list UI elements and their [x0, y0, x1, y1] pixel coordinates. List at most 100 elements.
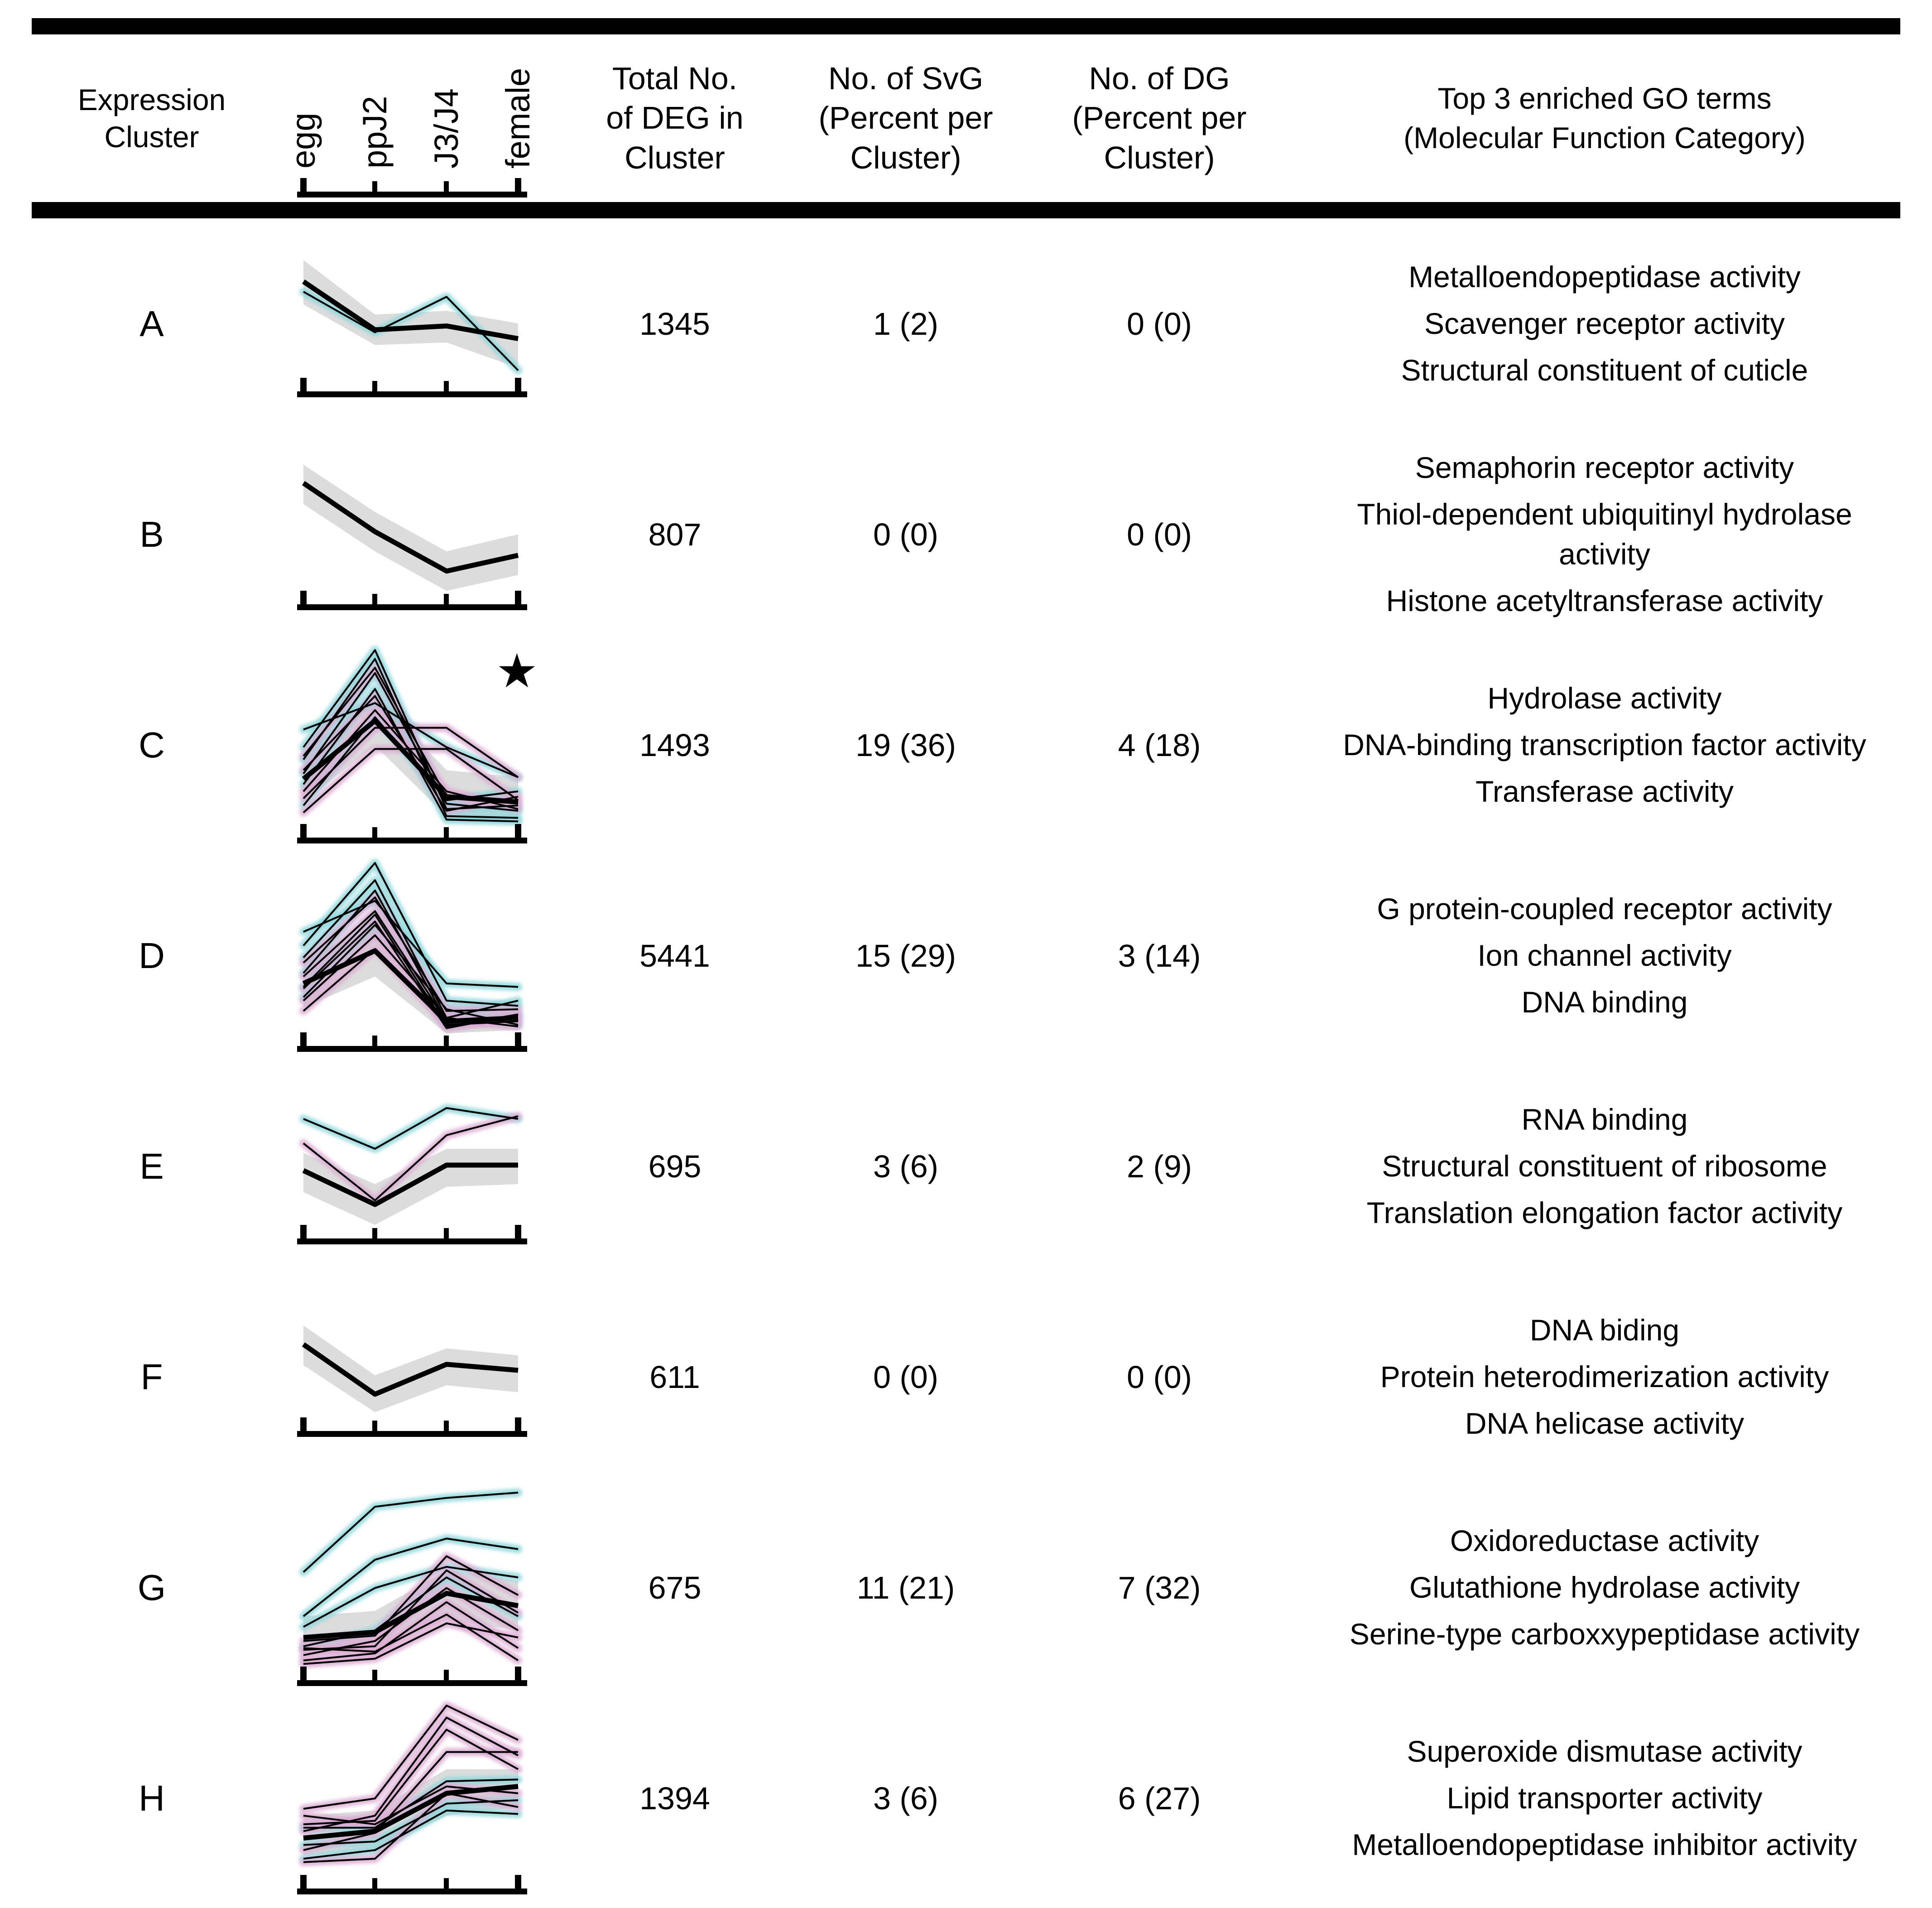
go-term: DNA helicase activity — [1465, 1407, 1745, 1441]
svg-count-value: 1 (2) — [873, 306, 938, 342]
go-term: Scavenger receptor activity — [1424, 306, 1785, 340]
go-term: G protein-coupled receptor activity — [1377, 891, 1832, 925]
svg-count-value: 11 (21) — [856, 1570, 955, 1605]
total-deg-value: 1345 — [639, 306, 710, 342]
svg-count-value: 3 (6) — [873, 1148, 938, 1184]
table-row-H: H 1394 3 (6) 6 (27) Superoxide dismutase… — [0, 1693, 1932, 1903]
go-term: Structural constituent of cuticle — [1401, 353, 1808, 387]
cluster-D-plot — [276, 857, 548, 1055]
cluster-label: H — [139, 1778, 165, 1818]
go-term: DNA-binding transcription factor activit… — [1343, 728, 1866, 761]
go-term: Histone acetyltransferase activity — [1386, 583, 1823, 617]
go-term: Protein heterodimerization activity — [1380, 1359, 1829, 1393]
cluster-G-plot — [276, 1486, 548, 1689]
go-term: Thiol-dependent ubiquitinyl hydrolase ac… — [1357, 497, 1852, 571]
column-header-expression-cluster: Expression Cluster — [77, 82, 226, 154]
stage-label-ppj2: ppJ2 — [356, 96, 394, 169]
table-row-A: A 1345 1 (2) 0 (0) Metalloendopeptidase … — [0, 218, 1932, 429]
cluster-F-line-chart — [263, 1272, 562, 1482]
header-bottom-rule — [32, 202, 1900, 218]
table-row-F: F 611 0 (0) 0 (0) DNA biding Protein het… — [0, 1272, 1932, 1482]
go-terms: RNA binding Structural constituent of ri… — [1277, 1061, 1932, 1272]
table-row-B: B 807 0 (0) 0 (0) Semaphorin receptor ac… — [0, 429, 1932, 640]
svg-count-value: 3 (6) — [873, 1780, 938, 1816]
go-terms: Oxidoreductase activity Glutathione hydr… — [1277, 1482, 1932, 1693]
cluster-B-plot — [276, 456, 548, 613]
go-term: Glutathione hydrolase activity — [1409, 1570, 1800, 1604]
go-term: Semaphorin receptor activity — [1415, 451, 1794, 485]
dg-count-value: 0 (0) — [1127, 1359, 1192, 1395]
go-term: Transferase activity — [1475, 775, 1734, 809]
go-term: Structural constituent of ribosome — [1382, 1149, 1827, 1183]
dg-count-value: 2 (9) — [1127, 1148, 1192, 1184]
table-header-row: Expression Cluster egg ppJ2 J3/J4 female… — [0, 34, 1932, 202]
go-term: Metalloendopeptidase inhibitor activity — [1352, 1828, 1857, 1862]
svg-count-value: 15 (29) — [855, 938, 956, 973]
cluster-H-plot — [276, 1699, 548, 1898]
significance-star-icon: ★ — [495, 645, 538, 698]
go-terms: G protein-coupled receptor activity Ion … — [1277, 850, 1932, 1061]
go-term: Oxidoreductase activity — [1450, 1523, 1759, 1557]
dg-count-value: 7 (32) — [1118, 1570, 1201, 1605]
table-row-D: D 5441 15 (29) 3 (14) G protein-coupled … — [0, 850, 1932, 1061]
top-rule — [32, 18, 1900, 34]
dg-count-value: 0 (0) — [1127, 306, 1192, 342]
go-term: Lipid transporter activity — [1447, 1781, 1763, 1815]
go-term: Superoxide dismutase activity — [1407, 1734, 1802, 1768]
cluster-A-line-chart — [263, 218, 562, 429]
go-term: Hydrolase activity — [1487, 681, 1722, 715]
column-header-svg: No. of SvG (Percent per Cluster) — [818, 60, 993, 175]
cluster-C-line-chart: ★ — [263, 640, 562, 850]
cluster-label: A — [139, 303, 164, 344]
total-deg-value: 675 — [648, 1570, 702, 1605]
column-header-dg: No. of DG (Percent per Cluster) — [1072, 60, 1247, 175]
go-term: Serine-type carboxxypeptidase activity — [1349, 1617, 1860, 1651]
stage-label-j3j4: J3/J4 — [428, 88, 465, 169]
go-term: DNA biding — [1529, 1313, 1680, 1347]
cluster-E-line-chart — [263, 1061, 562, 1272]
dg-count-value: 6 (27) — [1118, 1780, 1201, 1816]
go-term: Ion channel activity — [1477, 938, 1732, 972]
svg-count-value: 0 (0) — [873, 1359, 938, 1395]
cluster-C-plot — [276, 644, 548, 847]
svg-count-value: 19 (36) — [855, 727, 956, 763]
total-deg-value: 1394 — [639, 1780, 710, 1816]
table-body: A 1345 1 (2) 0 (0) Metalloendopeptidase … — [0, 218, 1932, 1903]
go-term: Metalloendopeptidase activity — [1408, 260, 1801, 294]
total-deg-value: 695 — [648, 1148, 702, 1184]
cluster-B-line-chart — [263, 429, 562, 640]
go-terms: Semaphorin receptor activity Thiol-depen… — [1277, 429, 1932, 640]
column-header-go-terms: Top 3 enriched GO terms (Molecular Funct… — [1403, 81, 1806, 154]
go-term: Translation elongation factor activity — [1366, 1196, 1843, 1230]
total-deg-value: 611 — [649, 1359, 700, 1395]
dg-count-value: 0 (0) — [1127, 516, 1192, 552]
total-deg-value: 5441 — [639, 938, 710, 973]
cluster-label: B — [139, 514, 164, 554]
stage-axis — [276, 171, 548, 199]
cluster-label: F — [140, 1356, 163, 1397]
stage-axis-header: egg ppJ2 J3/J4 female — [263, 34, 562, 202]
stage-label-egg: egg — [284, 112, 322, 169]
total-deg-value: 1493 — [639, 727, 710, 763]
table-row-E: E 695 3 (6) 2 (9) RNA binding Structural… — [0, 1061, 1932, 1272]
go-term: RNA binding — [1521, 1102, 1688, 1136]
go-term: DNA binding — [1521, 985, 1688, 1019]
go-terms: Metalloendopeptidase activity Scavenger … — [1277, 218, 1932, 429]
cluster-G-line-chart — [263, 1482, 562, 1693]
go-terms: Hydrolase activity DNA-binding transcrip… — [1277, 640, 1932, 850]
cluster-label: D — [139, 935, 165, 976]
cluster-D-line-chart — [263, 850, 562, 1061]
dg-count-value: 3 (14) — [1118, 938, 1201, 973]
table-row-C: C ★ 1493 19 (36) 4 (18) Hydrolase activi… — [0, 640, 1932, 850]
go-terms: Superoxide dismutase activity Lipid tran… — [1277, 1693, 1932, 1903]
cluster-H-line-chart — [263, 1693, 562, 1903]
total-deg-value: 807 — [648, 516, 702, 552]
cluster-F-plot — [276, 1314, 548, 1440]
dg-count-value: 4 (18) — [1118, 727, 1201, 763]
go-terms: DNA biding Protein heterodimerization ac… — [1277, 1272, 1932, 1482]
table-row-G: G 675 11 (21) 7 (32) Oxidoreductase acti… — [0, 1482, 1932, 1693]
cluster-A-plot — [276, 247, 548, 400]
cluster-label: C — [139, 724, 165, 765]
column-header-total-deg: Total No. of DEG in Cluster — [606, 60, 744, 175]
